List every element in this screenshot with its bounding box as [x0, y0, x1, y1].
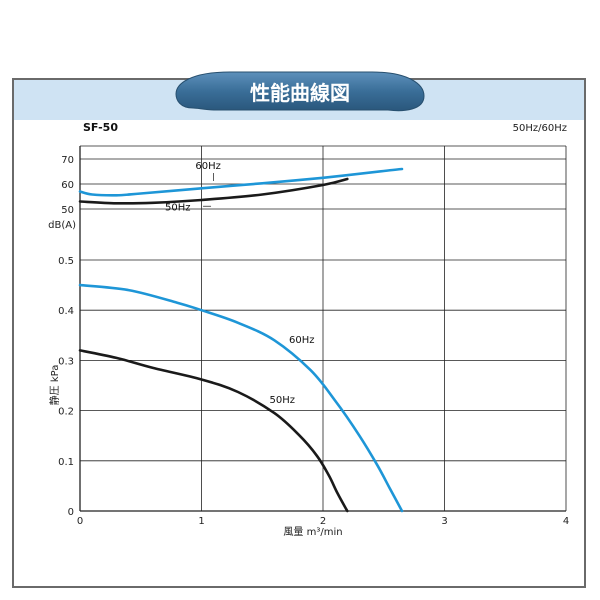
tick-noise-70: 70 — [61, 155, 74, 166]
noise-label-50hz: 50Hz — [165, 202, 191, 213]
tick-noise-50: 50 — [61, 205, 74, 216]
frequency-label: 50Hz/60Hz — [513, 123, 567, 134]
tick-labels: 50 60 70 dB(A) 0 0.1 0.2 0.3 0.4 0.5 0 1 2 3 4 風量 m³/mi… — [48, 155, 569, 538]
noise-label-60hz: 60Hz — [195, 161, 221, 172]
tick-x-3: 3 — [441, 516, 447, 527]
tick-x-4: 4 — [563, 516, 569, 527]
pressure-label-60hz: 60Hz — [289, 335, 315, 346]
series-curves — [78, 167, 404, 513]
tick-pressure-0.1: 0.1 — [58, 457, 74, 468]
pressure-axis-label: 静圧 kPa — [48, 365, 61, 406]
tick-pressure-0.4: 0.4 — [58, 306, 74, 317]
tick-pressure-0: 0 — [68, 507, 74, 518]
grid-lines — [79, 145, 567, 512]
noise-axis-label: dB(A) — [48, 220, 76, 231]
tick-pressure-0.3: 0.3 — [58, 356, 74, 367]
title-banner: 性能曲線図 — [175, 71, 425, 112]
tick-pressure-0.2: 0.2 — [58, 407, 74, 418]
noise-curve-60hz — [78, 167, 404, 197]
tick-x-2: 2 — [320, 516, 326, 527]
series-labels: 60Hz 50Hz 60Hz 50Hz — [165, 161, 314, 406]
pressure-label-50hz: 50Hz — [270, 395, 296, 406]
chart-title: 性能曲線図 — [250, 81, 350, 105]
tick-x-1: 1 — [198, 516, 204, 527]
model-label: SF-50 — [83, 121, 118, 134]
pressure-curve-50hz — [78, 349, 349, 513]
noise-curve-50hz — [78, 177, 349, 205]
pressure-curve-60hz — [78, 283, 404, 513]
tick-pressure-0.5: 0.5 — [58, 256, 74, 267]
tick-x-0: 0 — [77, 516, 83, 527]
tick-noise-60: 60 — [61, 180, 74, 191]
x-axis-label: 風量 m³/min — [283, 526, 342, 538]
